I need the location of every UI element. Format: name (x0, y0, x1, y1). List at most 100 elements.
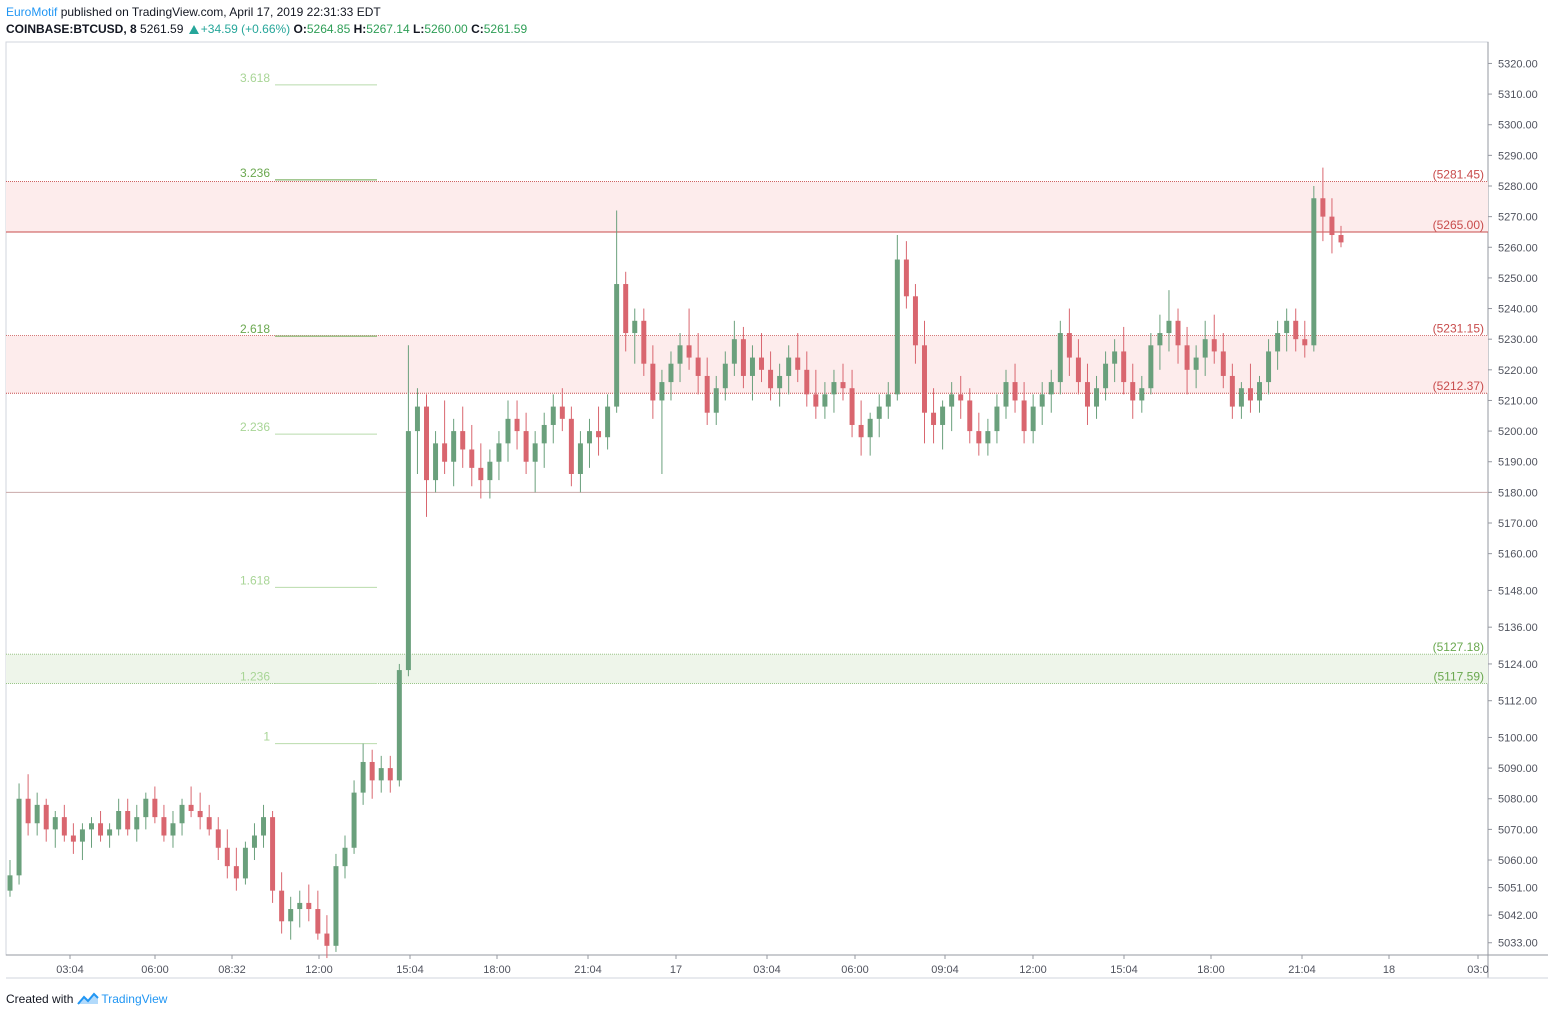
y-tick-label: 5180.00 (1498, 487, 1538, 499)
candle-body (1157, 333, 1163, 346)
x-tick-label: 21:04 (1288, 964, 1316, 976)
x-tick-label: 06:00 (141, 964, 169, 976)
candle-body (1184, 345, 1190, 370)
candle-body (224, 847, 230, 867)
open-label: O: (293, 22, 307, 36)
candle-body (885, 394, 891, 407)
candle-body (813, 394, 819, 407)
candle-body (469, 449, 475, 468)
candle-body (233, 866, 239, 879)
candle-body (1130, 382, 1136, 401)
y-tick-label: 5260.00 (1498, 242, 1538, 254)
x-tick-label: 21:04 (574, 964, 602, 976)
candle-body (1166, 320, 1172, 334)
candle-body (25, 798, 31, 824)
candle-body (1229, 375, 1235, 407)
candle-body (1320, 198, 1326, 217)
zone-top-label: (5231.15) (1433, 322, 1484, 336)
open-value: 5264.85 (306, 22, 351, 36)
candle-body (297, 902, 303, 910)
candle-body (759, 357, 765, 370)
x-tick-label: 03:04 (56, 964, 84, 976)
zone-bottom-label: (5265.00) (1433, 218, 1484, 232)
candle-body (505, 418, 511, 444)
x-tick-label: 18:00 (483, 964, 511, 976)
y-tick-label: 5190.00 (1498, 457, 1538, 469)
fib-label: 1.618 (240, 573, 270, 587)
candle-body (967, 400, 973, 432)
candle-body (1094, 388, 1100, 407)
candle-body (831, 382, 837, 395)
candle-body (795, 357, 801, 370)
candle-body (1057, 333, 1063, 383)
candle-body (867, 418, 873, 438)
candle-body (460, 431, 466, 450)
price-change: +34.59 (+0.66%) (200, 22, 291, 36)
candle-body (306, 902, 312, 910)
tradingview-logo-icon[interactable] (77, 992, 100, 1006)
candle-body (405, 431, 411, 671)
candle-body (876, 406, 882, 419)
candle-body (1284, 320, 1290, 334)
author-link[interactable]: EuroMotif (6, 5, 58, 19)
x-tick-label: 03:0 (1467, 964, 1488, 976)
candle-body (396, 670, 402, 781)
candle-body (487, 461, 493, 481)
y-tick-label: 5280.00 (1498, 181, 1538, 193)
x-tick-label: 03:04 (753, 964, 781, 976)
candles (7, 167, 1344, 959)
candle-body (1311, 198, 1317, 346)
candle-body (261, 817, 267, 836)
x-tick-label: 06:00 (841, 964, 869, 976)
candle-body (188, 804, 194, 812)
candle-body (496, 443, 502, 462)
candle-body (1075, 357, 1081, 383)
y-tick-label: 5100.00 (1498, 732, 1538, 744)
candle-body (424, 406, 429, 481)
candle-body (43, 804, 49, 830)
candle-body (1030, 406, 1036, 432)
candle-body (768, 369, 774, 389)
zone-support-2 (6, 654, 1488, 684)
close-label: C: (471, 22, 484, 36)
candle-body (378, 768, 384, 781)
candle-body (985, 431, 991, 444)
symbol-label: COINBASE:BTCUSD, 8 (6, 22, 137, 36)
candle-body (1220, 351, 1226, 376)
tradingview-brand[interactable]: TradingView (101, 992, 168, 1006)
fib-label: 3.618 (240, 71, 270, 85)
candle-body (514, 418, 520, 432)
candle-body (940, 406, 946, 425)
candle-body (1012, 382, 1018, 401)
candle-body (686, 345, 692, 358)
candle-body (903, 259, 909, 297)
candle-body (550, 406, 556, 425)
candle-body (387, 768, 393, 781)
candle-body (242, 847, 248, 879)
candle-body (451, 431, 457, 462)
candle-body (1329, 216, 1335, 236)
candle-body (1112, 351, 1118, 364)
candle-body (134, 817, 140, 830)
candle-body (1247, 388, 1253, 401)
created-with-text: Created with (6, 992, 74, 1006)
zone-top-label: (5281.45) (1433, 168, 1484, 182)
candle-body (324, 933, 330, 946)
candle-body (1039, 394, 1045, 407)
candle-body (731, 339, 737, 364)
candle-body (1003, 382, 1009, 407)
candle-body (577, 443, 583, 474)
candle-body (840, 382, 846, 389)
x-tick-label: 18 (1383, 964, 1395, 976)
candle-body (559, 406, 565, 419)
candle-body (116, 811, 122, 830)
candle-body (1148, 345, 1154, 389)
y-tick-label: 5148.00 (1498, 585, 1538, 597)
y-tick-label: 5230.00 (1498, 334, 1538, 346)
candle-body (161, 817, 167, 836)
candle-body (351, 792, 357, 848)
candle-body (976, 431, 982, 444)
x-tick-label: 15:04 (396, 964, 424, 976)
candle-body (713, 388, 719, 413)
